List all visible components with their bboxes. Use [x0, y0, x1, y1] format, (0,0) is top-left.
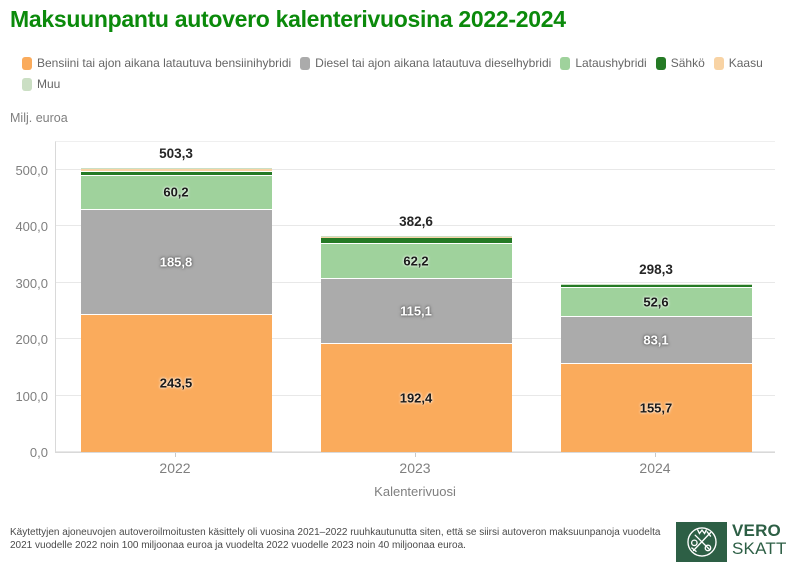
y-axis-tick-labels: 0,0 100,0 200,0 300,0 400,0 500,0 — [0, 141, 48, 460]
segment-value-label: 83,1 — [643, 332, 669, 348]
legend-label: Bensiini tai ajon aikana latautuva bensi… — [37, 56, 292, 70]
bar-segment: 115,1 — [320, 278, 512, 344]
legend-item-5: Kaasu — [713, 56, 763, 70]
legend-swatch-icon — [22, 56, 32, 70]
plot-area: 243,5 185,8 60,2 503,3 192,4 115,1 62,2 382,6 15… — [55, 141, 775, 453]
x-tick-label: 2024 — [639, 460, 671, 476]
bar-segment: 62,2 — [320, 243, 512, 279]
bar-segment — [80, 171, 272, 176]
y-tick-label: 500,0 — [15, 163, 48, 178]
bar-total-label: 503,3 — [159, 146, 193, 162]
logo-text-skatt: SKATT — [732, 539, 787, 558]
x-axis-tick-labels: 2022 2023 2024 — [55, 453, 775, 479]
x-tick-label: 2023 — [399, 460, 431, 476]
bar-segment: 52,6 — [560, 287, 752, 318]
legend-swatch-icon — [655, 56, 666, 70]
stacked-bar-2024: 155,7 83,1 52,6 — [560, 283, 752, 452]
legend-item-6: Muu — [22, 77, 60, 91]
gridline — [56, 169, 775, 170]
bar-segment: 60,2 — [80, 175, 272, 210]
x-tick-mark — [415, 453, 416, 457]
bar-segment — [80, 169, 272, 172]
bar-segment — [560, 284, 752, 285]
y-tick-label: 400,0 — [15, 219, 48, 235]
legend-swatch-icon — [560, 56, 571, 70]
segment-value-label: 62,2 — [403, 253, 429, 269]
bar-segment: 83,1 — [560, 317, 752, 365]
segment-value-label: 155,7 — [639, 400, 673, 416]
bar-segment — [320, 236, 512, 238]
bar-segment — [560, 284, 752, 288]
segment-value-label: 60,2 — [163, 184, 189, 200]
segment-value-label: 192,4 — [399, 390, 433, 406]
logo-wordmark: VERO SKATT — [732, 522, 787, 558]
segment-value-label: 185,8 — [159, 254, 193, 270]
segment-value-label: 52,6 — [643, 294, 669, 310]
logo-text-vero: VERO — [732, 521, 781, 540]
y-axis-unit-label: Milj. euroa — [10, 111, 68, 125]
x-tick-mark — [655, 453, 656, 457]
vero-skatt-logo: VERO SKATT — [676, 522, 787, 562]
legend-swatch-icon — [713, 56, 724, 70]
bar-segment — [320, 238, 512, 244]
bar-segment — [320, 237, 512, 239]
legend-label: Muu — [37, 77, 61, 91]
legend-item-4: Sähkö — [655, 56, 705, 70]
bar-segment: 185,8 — [80, 209, 272, 315]
chart-title: Maksuunpantu autovero kalenterivuosina 2… — [10, 6, 566, 32]
legend-label: Kaasu — [728, 56, 763, 70]
x-axis-title: Kalenterivuosi — [374, 484, 456, 499]
gridline — [56, 225, 775, 227]
segment-value-label: 243,5 — [159, 375, 193, 391]
y-tick-label: 300,0 — [15, 275, 48, 291]
bar-segment: 243,5 — [80, 314, 272, 452]
x-tick-label: 2022 — [159, 460, 191, 476]
y-tick-label: 0,0 — [29, 445, 48, 460]
stacked-bar-2023: 192,4 115,1 62,2 — [320, 236, 512, 452]
bar-segment: 192,4 — [320, 343, 512, 452]
legend-label: Lataushybridi — [575, 56, 647, 70]
bar-segment — [80, 168, 272, 170]
legend-item-3: Lataushybridi — [560, 56, 647, 70]
legend-swatch-icon — [300, 56, 311, 70]
footnote-text: Käytettyjen ajoneuvojen autoveroilmoitus… — [10, 527, 661, 552]
x-tick-mark — [175, 453, 176, 457]
legend-swatch-icon — [22, 77, 32, 91]
legend-label: Diesel tai ajon aikana latautuva dieselh… — [315, 56, 552, 70]
tax-administration-lion-emblem-icon — [686, 527, 717, 557]
bar-total-label: 382,6 — [399, 214, 433, 230]
segment-value-label: 115,1 — [400, 303, 432, 319]
legend-item-2: Diesel tai ajon aikana latautuva dieselh… — [300, 56, 551, 70]
y-tick-label: 100,0 — [15, 388, 48, 404]
bar-segment: 155,7 — [560, 364, 752, 452]
bar-total-label: 298,3 — [639, 261, 673, 277]
y-tick-label: 200,0 — [15, 332, 48, 348]
legend-item-1: Bensiini tai ajon aikana latautuva bensi… — [22, 56, 291, 70]
chart-legend: Bensiini tai ajon aikana latautuva bensi… — [22, 56, 774, 91]
logo-emblem-box — [676, 522, 727, 562]
legend-label: Sähkö — [670, 56, 705, 70]
stacked-bar-2022: 243,5 185,8 60,2 — [80, 168, 272, 452]
